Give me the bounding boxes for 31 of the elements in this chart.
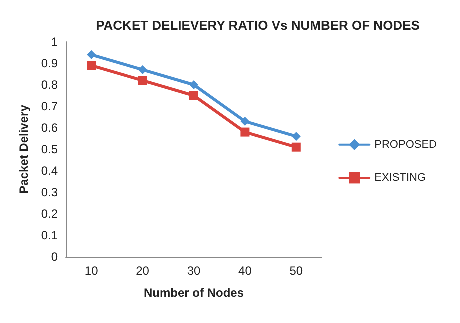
x-tick-label: 50 [290, 264, 304, 278]
chart-title: PACKET DELIEVERY RATIO Vs NUMBER OF NODES [96, 18, 420, 33]
x-tick-label: 10 [84, 264, 99, 278]
y-tick-label: 0.4 [41, 164, 58, 178]
point [87, 61, 96, 70]
y-tick-label: 0.8 [41, 78, 58, 92]
legend-label: PROPOSED [374, 138, 438, 151]
x-tick-label: 40 [238, 264, 252, 278]
legend-label: EXISTING [374, 172, 426, 184]
y-tick-label: 0.7 [41, 100, 58, 114]
y-axis-title: Packet Delivery [17, 104, 31, 194]
point [138, 65, 148, 74]
point [87, 50, 96, 60]
point [292, 142, 301, 152]
point [190, 80, 198, 90]
y-tick-label: 0.2 [41, 207, 58, 221]
x-axis-title: Number of Nodes [144, 286, 244, 300]
y-tick-label: 0.3 [41, 186, 58, 200]
x-tick-label: 20 [136, 264, 150, 278]
y-tick-label: 0.5 [41, 142, 58, 156]
y-tick-label: 1 [51, 35, 58, 49]
y-tick-label: 0.6 [41, 121, 58, 135]
y-tick-label: 0.9 [41, 56, 58, 70]
point [240, 128, 250, 137]
y-tick-label: 0 [51, 250, 58, 264]
point [240, 117, 250, 126]
point [190, 91, 198, 100]
x-tick-label: 30 [187, 264, 201, 278]
point [138, 76, 148, 86]
point [292, 132, 301, 142]
y-tick-label: 0.1 [41, 228, 58, 242]
